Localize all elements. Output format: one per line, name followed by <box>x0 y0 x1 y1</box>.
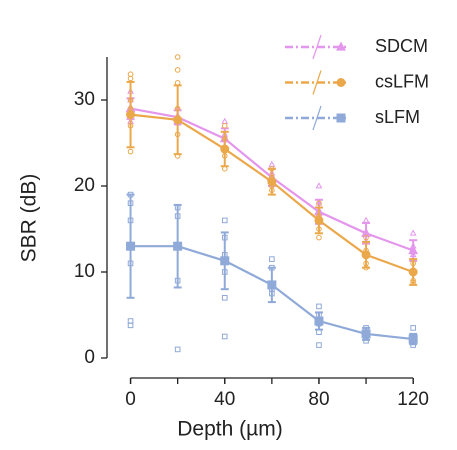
mean-marker <box>267 280 277 290</box>
y-axis-label: SBR (dB) <box>18 174 41 263</box>
legend-slash <box>312 34 322 60</box>
legend-label: csLFM <box>375 71 429 91</box>
x-tick-label: 40 <box>214 389 235 410</box>
mean-marker <box>408 334 418 344</box>
legend-slash <box>312 105 322 131</box>
sample-point <box>174 54 181 60</box>
mean-marker <box>314 316 324 326</box>
mean-marker <box>408 245 419 255</box>
sample-point <box>363 234 369 241</box>
sample-point <box>410 325 416 331</box>
sample-point <box>221 295 228 301</box>
sample-point <box>127 322 134 329</box>
sample-point <box>316 200 322 206</box>
sample-point <box>269 256 275 262</box>
sample-point <box>316 234 322 241</box>
mean-marker <box>267 177 277 187</box>
sample-point <box>127 148 134 155</box>
legend-slash <box>312 70 322 95</box>
mean-marker <box>408 267 418 277</box>
mean-marker <box>361 329 371 339</box>
sample-point <box>316 303 322 310</box>
sample-point <box>221 117 229 124</box>
sample-point <box>174 346 181 353</box>
x-axis-label: Depth (µm) <box>177 418 282 441</box>
y-tick-label: 30 <box>74 89 95 110</box>
sample-point <box>315 182 323 189</box>
mean-marker <box>361 250 371 260</box>
sample-point <box>362 216 370 223</box>
mean-marker <box>126 241 136 251</box>
y-tick-label: 10 <box>74 261 95 282</box>
x-tick-label: 0 <box>125 389 136 410</box>
sample-point <box>174 67 181 73</box>
mean-marker <box>126 110 136 120</box>
mean-marker <box>314 215 324 225</box>
y-tick-label: 0 <box>84 347 95 368</box>
sample-point <box>127 75 134 82</box>
mean-marker <box>361 227 372 237</box>
legend-marker <box>336 41 346 51</box>
x-tick-label: 120 <box>397 389 429 410</box>
x-tick-label: 80 <box>308 389 329 410</box>
mean-marker <box>220 256 230 266</box>
legend-label: sLFM <box>375 107 420 127</box>
mean-marker <box>173 115 183 125</box>
y-tick-label: 20 <box>74 175 95 196</box>
sample-point <box>221 123 228 129</box>
sample-point <box>268 160 276 167</box>
sample-point <box>221 333 228 340</box>
sample-point <box>221 217 228 224</box>
legend-marker <box>336 113 346 123</box>
sample-point <box>316 342 322 348</box>
legend-marker <box>336 78 346 87</box>
mean-marker <box>220 144 230 154</box>
mean-marker <box>173 241 183 251</box>
legend-label: SDCM <box>375 36 428 56</box>
sample-point <box>409 229 417 236</box>
